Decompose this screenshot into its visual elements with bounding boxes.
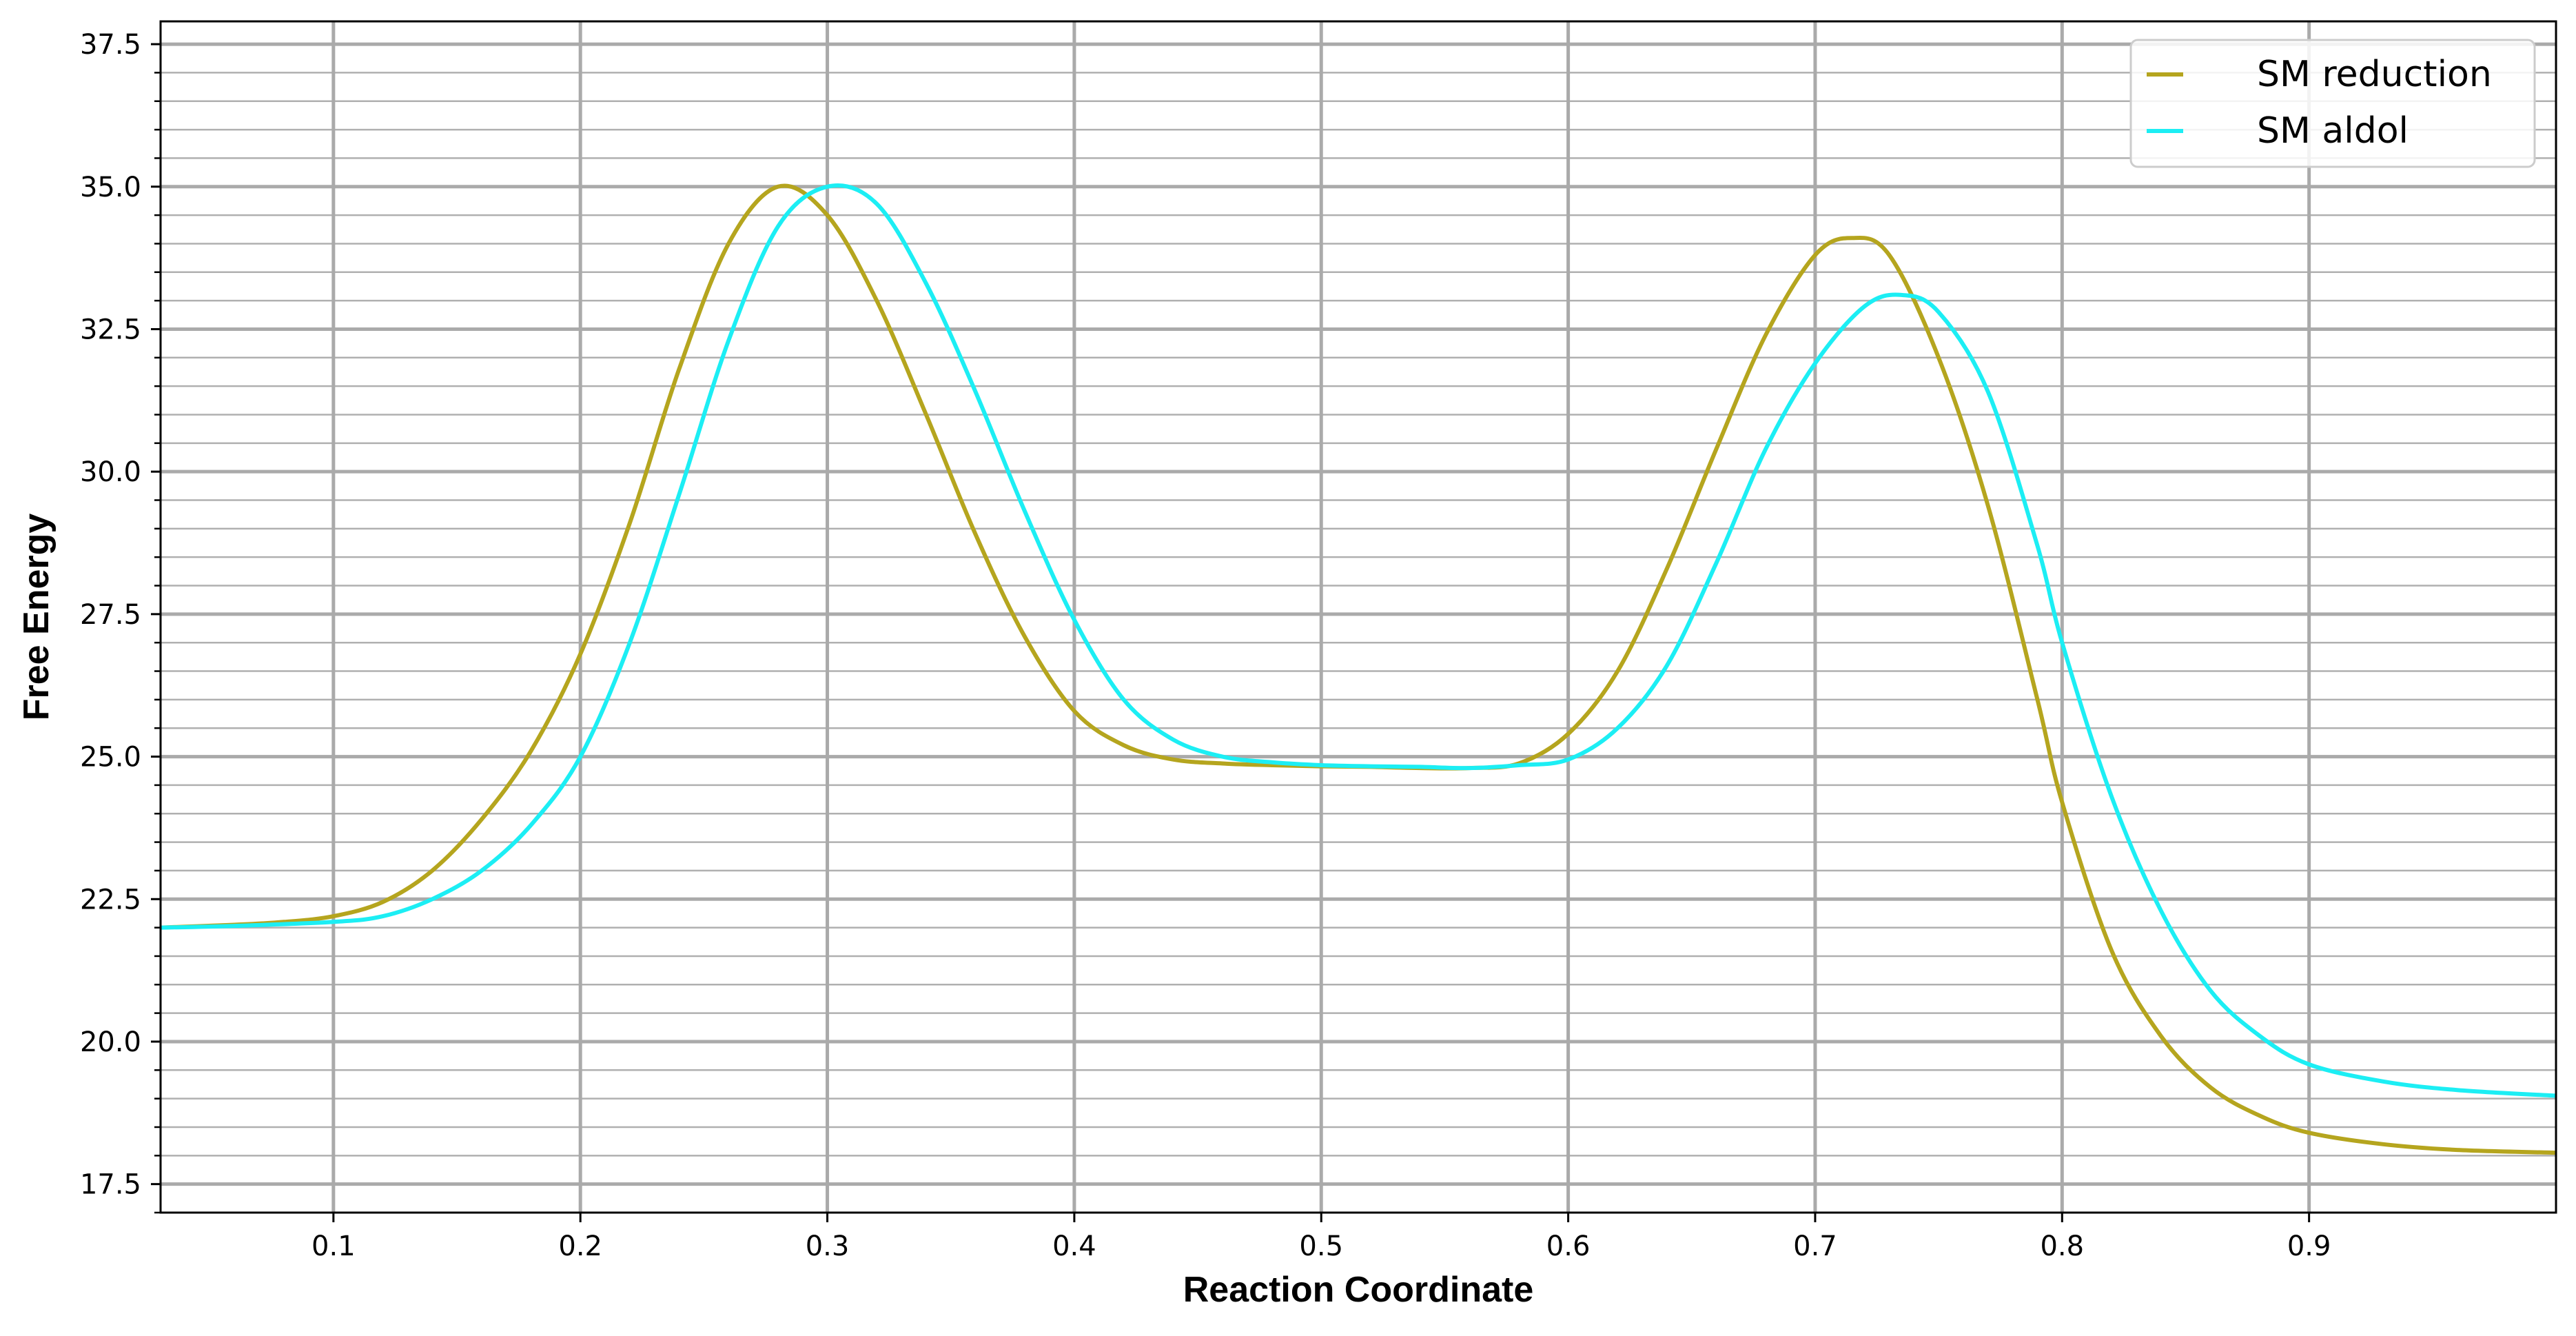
y-axis-ticks: 17.5 20.0 22.5 25.0 27.5 30.0 32.5 35.0 37.5 — [80, 29, 161, 1214]
x-tick-label: 0.7 — [1793, 1231, 1837, 1262]
y-tick-label: 35.0 — [80, 172, 141, 203]
x-tick-label: 0.8 — [2040, 1231, 2084, 1262]
y-tick-label: 32.5 — [80, 314, 141, 345]
x-axis-ticks: 0.1 0.2 0.3 0.4 0.5 0.6 0.7 0.8 0.9 — [311, 1213, 2331, 1262]
series-line-sm-aldol — [161, 183, 2556, 1098]
x-tick-label: 0.2 — [558, 1231, 602, 1262]
major-grid — [161, 21, 2556, 1213]
y-tick-label: 37.5 — [80, 29, 141, 61]
legend-label-sm-reduction: SM reduction — [2257, 54, 2492, 95]
plot-background — [161, 21, 2556, 1213]
y-axis-title: Free Energy — [17, 514, 57, 721]
legend-label-sm-aldol: SM aldol — [2257, 110, 2409, 152]
y-tick-label: 22.5 — [80, 884, 141, 915]
legend-box — [2129, 39, 2536, 168]
y-tick-label: 27.5 — [80, 599, 141, 631]
plot-frame — [159, 20, 2557, 1214]
x-axis-title: Reaction Coordinate — [1183, 1270, 1534, 1310]
x-tick-label: 0.5 — [1299, 1231, 1343, 1262]
legend: SM reduction SM aldol — [2129, 39, 2536, 168]
x-tick-label: 0.6 — [1546, 1231, 1591, 1262]
x-tick-label: 0.9 — [2287, 1231, 2331, 1262]
y-tick-label: 25.0 — [80, 742, 141, 773]
x-tick-label: 0.3 — [806, 1231, 850, 1262]
x-tick-label: 0.1 — [311, 1231, 356, 1262]
x-tick-label: 0.4 — [1052, 1231, 1096, 1262]
minor-grid — [161, 72, 2556, 1214]
y-tick-label: 20.0 — [80, 1026, 141, 1058]
y-tick-label: 30.0 — [80, 456, 141, 488]
series-layer — [161, 183, 2556, 1155]
y-tick-label: 17.5 — [80, 1169, 141, 1201]
